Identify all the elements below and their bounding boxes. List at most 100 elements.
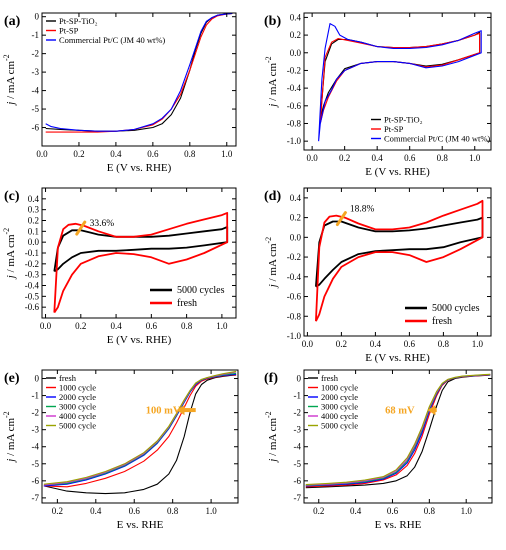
y-tick-label: 0.2	[290, 213, 301, 223]
y-tick-label: -0.4	[287, 272, 302, 282]
y-tick-label: 0.0	[28, 237, 40, 247]
series-line-1	[319, 31, 481, 120]
shift-arrow-head	[176, 405, 185, 416]
series-line-2	[315, 199, 484, 322]
x-axis-label: E vs. RHE	[375, 519, 422, 531]
series-line-3	[318, 23, 482, 142]
x-tick-label: 0.2	[336, 339, 347, 349]
y-tick-label: 0.4	[290, 12, 302, 22]
series-line-1	[315, 216, 484, 288]
y-axis-label-exponent: -2	[264, 411, 273, 418]
legend-label: 5000 cycles	[432, 303, 480, 314]
panel-3: 0.0 0.2 0.4 0.6 0.8 1.00.40.30.20.10.0-0.1-0.…	[2, 187, 237, 346]
y-tick-label: -0.6	[287, 292, 302, 302]
y-axis-label-unit: / mA cm	[267, 243, 279, 284]
x-tick-label: 0.6	[404, 339, 416, 349]
y-tick-label: -6	[32, 123, 40, 133]
legend: 5000 cycles fresh	[405, 303, 480, 327]
x-tick-label: 0.4	[350, 506, 362, 516]
y-axis-label: j / mA cm-2	[2, 411, 17, 463]
y-tick-label: -1.0	[287, 331, 302, 341]
x-tick-label: 0.6	[404, 153, 416, 163]
x-tick-label: 0.8	[437, 153, 449, 163]
y-tick-label: -3	[32, 425, 40, 435]
panel-label: (b)	[264, 14, 281, 29]
x-axis-label: E (V vs. RHE)	[107, 162, 172, 174]
legend-label: fresh	[59, 373, 77, 383]
y-tick-label: 0.4	[290, 193, 302, 203]
x-tick-label: 0.4	[370, 339, 382, 349]
y-axis-label: j / mA cm-2	[264, 56, 279, 108]
x-tick-label: 0.6	[147, 149, 159, 159]
y-axis-label: j / mA cm-2	[264, 411, 279, 463]
x-tick-label: 0.2	[73, 149, 84, 159]
x-tick-label: 1.0	[205, 506, 217, 516]
legend-label: 5000 cycles	[177, 285, 225, 296]
annotation-text: 18.8%	[350, 205, 375, 215]
shift-arrow-head	[427, 405, 436, 416]
x-tick-label: 0.4	[110, 149, 122, 159]
plot-frame	[303, 369, 493, 504]
x-axis-label: E (V vs. RHE)	[107, 334, 172, 346]
legend-label: 3000 cycle	[321, 402, 358, 412]
legend-label: Pt-SP-TiO₂	[59, 16, 98, 26]
y-tick-label: 0.0	[290, 48, 302, 58]
series-line-1	[53, 226, 229, 273]
percent-marker	[335, 211, 347, 227]
y-tick-label: -2	[32, 49, 40, 59]
x-tick-label: 0.0	[307, 153, 319, 163]
y-tick-label: 0	[297, 374, 302, 384]
y-tick-label: -0.2	[25, 259, 39, 269]
panel-6: 0.2 0.4 0.6 0.8 1.0 0 -1 -2 -3 -4 -5 -6 -7 E vs. RHE j…	[264, 369, 493, 531]
plot-frame	[41, 12, 237, 147]
legend-label: 4000 cycle	[321, 411, 358, 421]
y-tick-label: -5	[32, 104, 40, 114]
legend-label: fresh	[177, 298, 197, 309]
x-tick-label: 0.8	[424, 506, 436, 516]
x-tick-label: 0.4	[90, 506, 102, 516]
y-tick-label: -2	[32, 408, 40, 418]
x-axis-label: E (V vs. RHE)	[365, 352, 430, 364]
y-tick-label: -0.6	[25, 302, 40, 312]
y-axis-label-exponent: -2	[2, 411, 11, 418]
legend-label: Commercial Pt/C (JM 40 wt%)	[384, 134, 490, 144]
panel-label: (f)	[264, 371, 278, 386]
y-tick-label: 0.2	[290, 30, 301, 40]
plot-frame	[303, 187, 492, 337]
y-tick-label: -5	[294, 459, 302, 469]
x-tick-label: 0.8	[167, 506, 179, 516]
series-line-2	[319, 32, 481, 124]
y-tick-label: -1	[32, 391, 40, 401]
panel-label: (e)	[4, 371, 20, 386]
y-axis-label-unit: / mA cm	[267, 418, 279, 459]
y-tick-label: 0.3	[28, 205, 40, 215]
y-tick-label: 0.0	[290, 232, 302, 242]
legend: 5000 cycles fresh	[150, 285, 225, 309]
legend-label: fresh	[432, 316, 452, 327]
x-tick-label: 0.4	[110, 321, 122, 331]
y-tick-label: -0.3	[25, 270, 40, 280]
x-tick-label: 0.6	[387, 506, 399, 516]
legend-label: 2000 cycle	[59, 392, 96, 402]
y-tick-label: -4	[294, 442, 302, 452]
y-axis-label-j: j	[5, 275, 17, 280]
x-tick-label: 1.0	[472, 339, 484, 349]
legend-label: Pt-SP	[384, 124, 404, 134]
legend-label: 4000 cycle	[59, 411, 96, 421]
y-tick-label: -1	[294, 391, 302, 401]
annotation-text: 68 mV	[385, 405, 415, 416]
legend-label: 5000 cycle	[321, 421, 358, 431]
panel-label: (d)	[264, 189, 281, 204]
y-axis-label-j: j	[267, 104, 279, 109]
y-axis-label-unit: / mA cm	[267, 63, 279, 104]
y-tick-label: -4	[32, 442, 40, 452]
y-tick-label: 0	[35, 12, 40, 22]
x-tick-label: 0.2	[75, 321, 86, 331]
plot-frame	[41, 369, 239, 504]
y-axis-label-exponent: -2	[264, 237, 273, 244]
